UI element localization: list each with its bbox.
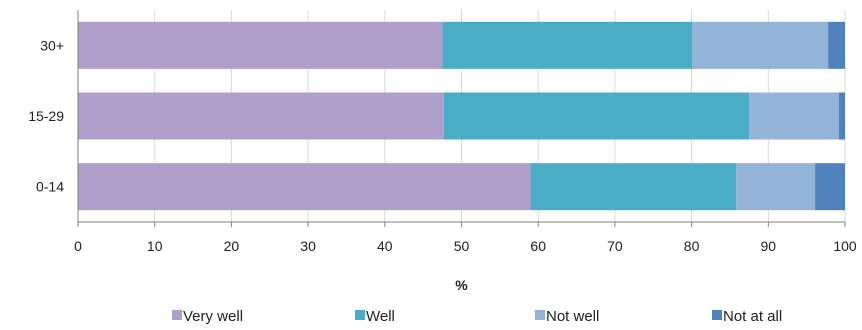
bar-0-14-well (530, 163, 737, 211)
legend: Very well Well Not well Not at all (172, 308, 782, 325)
x-tick-label: 50 (454, 238, 470, 254)
legend-swatch (535, 310, 545, 320)
bar-0-14-not-at-all (815, 163, 845, 211)
x-tick-label: 100 (833, 238, 857, 254)
legend-swatch (712, 310, 722, 320)
legend-label: Not at all (723, 308, 782, 325)
bars (78, 21, 845, 211)
bar-0-14-very-well (78, 163, 531, 211)
x-tick-label: 10 (147, 238, 163, 254)
x-axis-title: % (455, 277, 468, 293)
x-tick-label: 70 (607, 238, 623, 254)
legend-label: Very well (183, 308, 243, 325)
x-tick-label: 90 (761, 238, 777, 254)
bar-0-14-not-well (736, 163, 816, 211)
x-tick-label: 20 (224, 238, 240, 254)
legend-label: Not well (546, 308, 599, 325)
bar-15-29-not-well (749, 92, 839, 140)
x-tick-label: 0 (74, 238, 82, 254)
bar-30+-well (442, 21, 693, 69)
bar-30+-not-at-all (828, 21, 845, 69)
bar-30+-very-well (78, 21, 443, 69)
legend-swatch (355, 310, 365, 320)
bar-30+-not-well (692, 21, 829, 69)
x-tick-label: 60 (530, 238, 546, 254)
bar-15-29-not-at-all (838, 92, 845, 140)
x-tick-label: 80 (684, 238, 700, 254)
axes: 30+ 15-29 0-14 0 10 20 30 40 50 60 70 80 90 100% (28, 10, 857, 293)
category-label: 0-14 (36, 179, 64, 195)
legend-label: Well (366, 308, 395, 325)
x-tick-label: 30 (300, 238, 316, 254)
bar-15-29-very-well (78, 92, 444, 140)
category-label: 15-29 (28, 108, 64, 124)
legend-swatch (172, 310, 182, 320)
x-tick-label: 40 (377, 238, 393, 254)
bar-15-29-well (443, 92, 750, 140)
category-label: 30+ (40, 37, 64, 53)
